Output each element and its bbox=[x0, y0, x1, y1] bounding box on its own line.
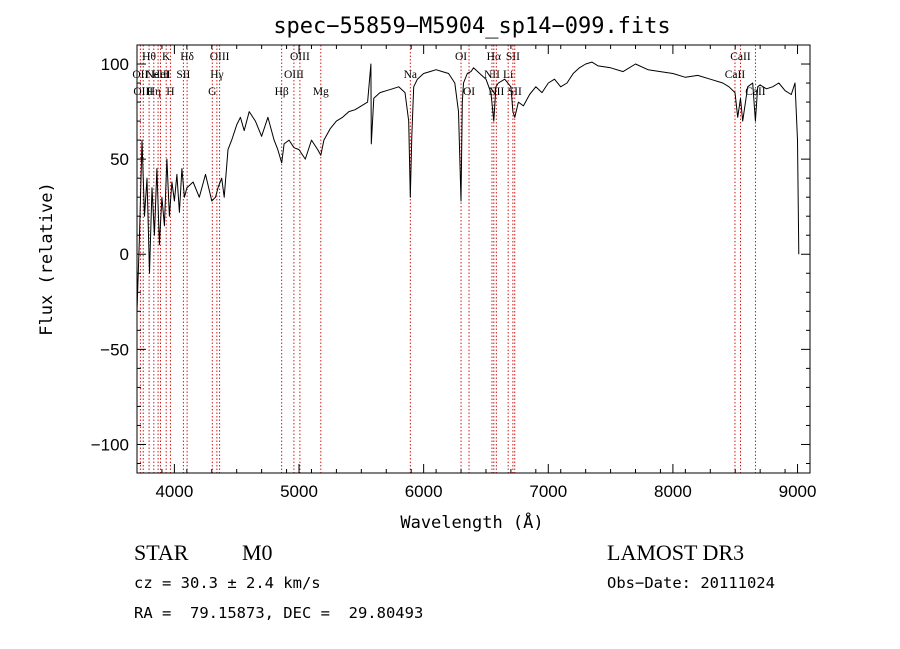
line-label: NII bbox=[488, 86, 504, 98]
axis-ticks: 4000 5000 6000 7000 8000 9000 100 50 0 −50 −100 bbox=[91, 44, 817, 501]
series-line bbox=[136, 61, 800, 312]
line-label: OIII bbox=[133, 86, 153, 98]
y-tick-label: −50 bbox=[100, 340, 129, 359]
line-label: OIII bbox=[210, 51, 230, 63]
line-label: Hα bbox=[487, 51, 501, 63]
line-label: OI bbox=[455, 51, 467, 63]
emission-line-markers: OIIOIIIHθHηNeIIIHeIKHSIIHδGHγOIIIHβOIIIO… bbox=[132, 45, 766, 473]
line-label: Hγ bbox=[210, 69, 223, 81]
line-label: Hβ bbox=[275, 86, 289, 98]
y-tick-label: 0 bbox=[120, 245, 129, 264]
chart-title: spec−55859−M5904_sp14−099.fits bbox=[273, 14, 670, 39]
x-tick-label: 5000 bbox=[280, 482, 318, 501]
plot-frame bbox=[136, 44, 811, 474]
line-label: Li bbox=[503, 69, 513, 81]
object-class: STAR bbox=[134, 540, 189, 565]
x-tick-label: 7000 bbox=[529, 482, 567, 501]
x-tick-label: 9000 bbox=[779, 482, 817, 501]
x-tick-label: 4000 bbox=[155, 482, 193, 501]
line-label: OI bbox=[463, 86, 475, 98]
x-tick-label: 8000 bbox=[654, 482, 692, 501]
line-label: G bbox=[208, 86, 216, 98]
x-axis-label: Wavelength (Å) bbox=[400, 511, 543, 533]
line-label: OIII bbox=[284, 69, 304, 81]
line-label: HeI bbox=[152, 69, 169, 81]
line-label: CaII bbox=[745, 86, 766, 98]
line-label: Mg bbox=[313, 86, 329, 98]
x-tick-label: 6000 bbox=[405, 482, 443, 501]
ra-dec-text: RA = 79.15873, DEC = 29.80493 bbox=[134, 604, 424, 622]
line-label: NeIII bbox=[146, 69, 171, 81]
line-label: SII bbox=[506, 51, 520, 63]
line-label: Hδ bbox=[180, 51, 194, 63]
line-label: SII bbox=[508, 86, 522, 98]
survey-name: LAMOST DR3 bbox=[607, 540, 745, 565]
line-label: OIII bbox=[290, 51, 310, 63]
y-tick-label: −100 bbox=[91, 435, 129, 454]
y-tick-label: 50 bbox=[110, 150, 129, 169]
y-tick-label: 100 bbox=[101, 55, 129, 74]
spectrum-chart: spec−55859−M5904_sp14−099.fits OII OIII Hθ… bbox=[37, 14, 817, 533]
line-label: SII bbox=[176, 69, 190, 81]
line-label: H bbox=[166, 86, 174, 98]
spectrum-series bbox=[136, 61, 800, 312]
line-label: CaII bbox=[725, 69, 746, 81]
obs-date-text: Obs−Date: 20111024 bbox=[607, 574, 775, 592]
line-label: CaII bbox=[730, 51, 751, 63]
line-label: K bbox=[162, 51, 171, 63]
y-axis-label: Flux (relative) bbox=[37, 182, 57, 336]
line-label: Hθ bbox=[142, 51, 156, 63]
object-subclass: M0 bbox=[242, 540, 273, 565]
redshift-text: cz = 30.3 ± 2.4 km/s bbox=[134, 574, 321, 592]
line-label: Na bbox=[404, 69, 417, 81]
line-label: OII bbox=[132, 69, 148, 81]
line-label: Hη bbox=[147, 86, 161, 98]
